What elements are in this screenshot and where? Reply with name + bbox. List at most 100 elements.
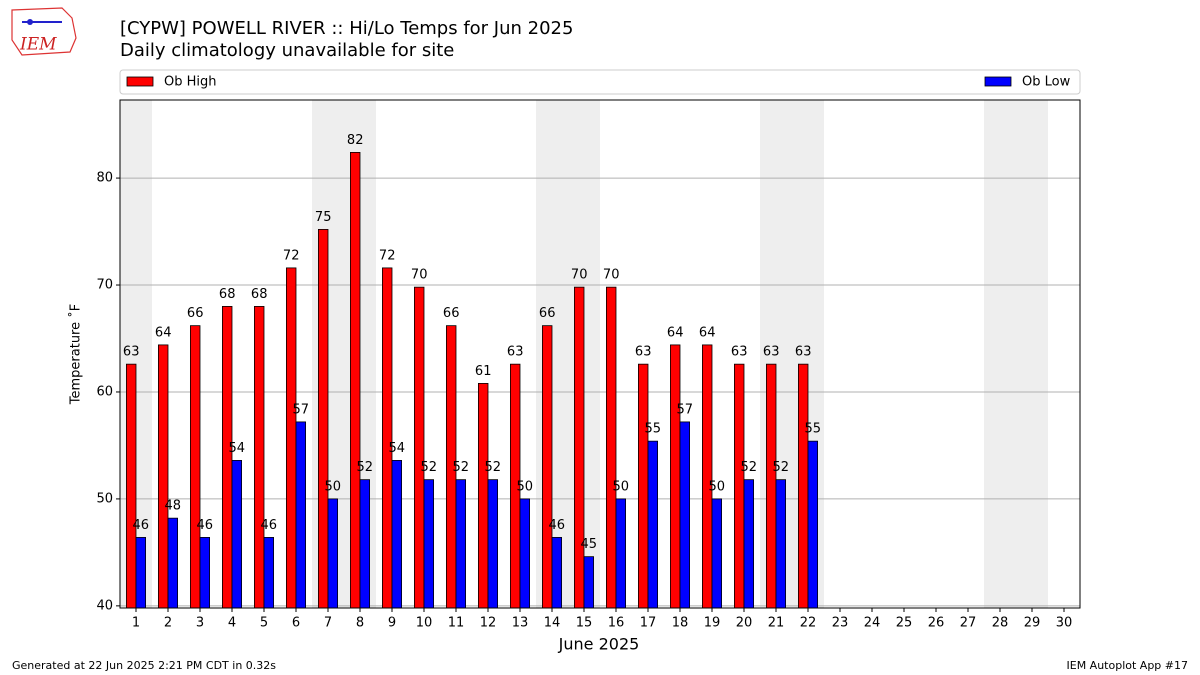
bar (551, 537, 563, 609)
bar (477, 383, 489, 609)
value-label: 52 (741, 460, 758, 475)
bar (647, 440, 659, 609)
x-tick-label: 16 (608, 616, 625, 631)
x-tick-label: 21 (768, 616, 785, 631)
value-label: 52 (357, 460, 374, 475)
y-tick-label: 80 (96, 171, 113, 186)
bar (253, 306, 265, 609)
bar (711, 498, 723, 609)
value-label: 70 (603, 268, 620, 283)
weekend-band (1016, 100, 1048, 608)
value-label: 57 (677, 402, 694, 417)
y-tick-label: 70 (96, 278, 113, 293)
value-label: 66 (539, 306, 556, 321)
value-label: 55 (645, 422, 662, 437)
x-tick-label: 18 (672, 616, 689, 631)
x-tick-label: 10 (416, 616, 433, 631)
bar (615, 498, 627, 609)
x-tick-label: 11 (448, 616, 465, 631)
bar (295, 421, 307, 609)
weekend-band (984, 100, 1016, 608)
value-label: 70 (411, 268, 428, 283)
bar (157, 344, 169, 609)
chart-title: [CYPW] POWELL RIVER :: Hi/Lo Temps for J… (120, 18, 573, 39)
x-tick-label: 20 (736, 616, 753, 631)
bar (231, 460, 243, 609)
value-label: 82 (347, 133, 364, 148)
value-label: 52 (485, 460, 502, 475)
x-tick-label: 12 (480, 616, 497, 631)
y-tick-label: 60 (96, 384, 113, 399)
bar (381, 267, 393, 609)
legend-box (119, 69, 1081, 95)
footer-left: Generated at 22 Jun 2025 2:21 PM CDT in … (12, 659, 276, 672)
bar (743, 479, 755, 609)
bar (807, 440, 819, 609)
bar (135, 537, 147, 609)
value-label: 64 (667, 325, 684, 340)
logo: IEM (11, 7, 77, 56)
x-tick-label: 13 (512, 616, 529, 631)
legend-label: Ob High (164, 75, 217, 90)
bar (455, 479, 467, 609)
value-label: 70 (571, 268, 588, 283)
legend-label: Ob Low (1022, 75, 1071, 90)
value-label: 46 (549, 518, 566, 533)
x-tick-label: 17 (640, 616, 657, 631)
bar (734, 363, 745, 609)
footer-right: IEM Autoplot App #17 (1067, 659, 1189, 672)
value-label: 66 (443, 306, 460, 321)
value-label: 52 (453, 460, 470, 475)
legend-swatch (984, 76, 1012, 87)
value-label: 68 (251, 287, 268, 302)
bar (126, 363, 137, 609)
x-tick-label: 4 (228, 616, 236, 631)
x-tick-label: 6 (292, 616, 300, 631)
value-label: 68 (219, 287, 236, 302)
bar (391, 460, 403, 609)
bar (606, 286, 617, 609)
bar (702, 344, 713, 609)
x-tick-label: 19 (704, 616, 721, 631)
x-tick-label: 1 (132, 616, 140, 631)
value-label: 55 (805, 422, 822, 437)
x-tick-label: 29 (1024, 616, 1041, 631)
value-label: 75 (315, 210, 332, 225)
value-label: 63 (123, 345, 140, 360)
chart-subtitle: Daily climatology unavailable for site (120, 40, 454, 61)
x-tick-label: 8 (356, 616, 364, 631)
value-label: 52 (421, 460, 438, 475)
x-axis-label: June 2025 (558, 635, 640, 654)
bar (766, 363, 777, 609)
value-label: 61 (475, 364, 492, 379)
x-tick-label: 14 (544, 616, 561, 631)
value-label: 46 (197, 518, 214, 533)
x-tick-label: 24 (864, 616, 881, 631)
bar (413, 286, 425, 609)
x-tick-label: 3 (196, 616, 204, 631)
plot-frame (119, 99, 1081, 609)
logo-text: IEM (19, 35, 57, 55)
value-label: 54 (389, 441, 406, 456)
value-label: 52 (773, 460, 790, 475)
value-label: 57 (293, 402, 310, 417)
value-label: 50 (325, 479, 342, 494)
value-label: 63 (731, 345, 748, 360)
x-tick-label: 23 (832, 616, 849, 631)
bar (167, 517, 179, 609)
bar (574, 286, 585, 609)
bar (327, 498, 339, 609)
bar (423, 479, 435, 609)
x-tick-label: 5 (260, 616, 268, 631)
x-tick-label: 2 (164, 616, 172, 631)
x-tick-label: 30 (1056, 616, 1073, 631)
value-label: 63 (795, 345, 812, 360)
bar (670, 344, 681, 609)
value-label: 63 (763, 345, 780, 360)
x-tick-label: 25 (896, 616, 913, 631)
y-tick-label: 50 (96, 491, 113, 506)
value-label: 64 (155, 325, 172, 340)
bar (583, 556, 595, 609)
value-label: 45 (581, 537, 598, 552)
